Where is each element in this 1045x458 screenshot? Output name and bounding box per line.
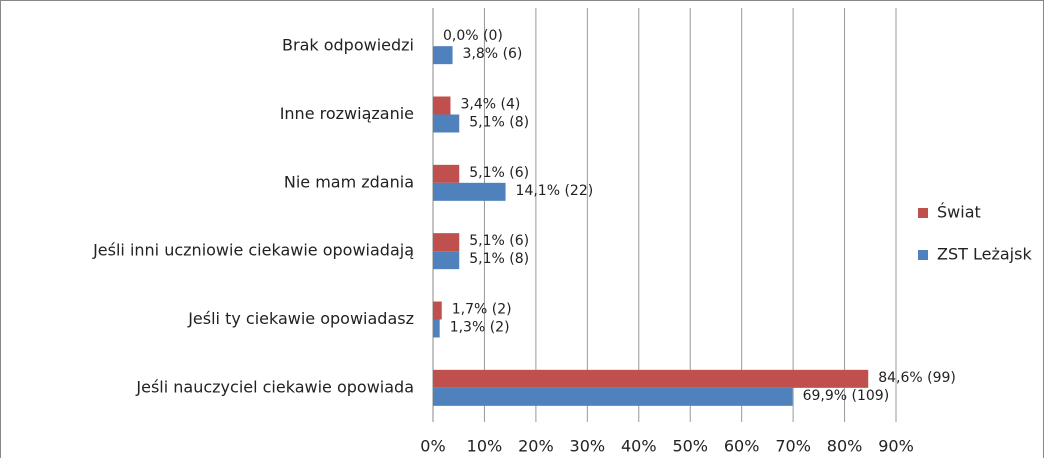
data-label: 0,0% (0) xyxy=(443,28,503,44)
bar xyxy=(433,319,440,338)
bar xyxy=(433,182,506,201)
data-label: 69,9% (109) xyxy=(803,388,890,404)
y-tick-label: Inne rozwiązanie xyxy=(280,104,414,123)
data-label: 5,1% (8) xyxy=(469,115,529,131)
y-tick-label: Brak odpowiedzi xyxy=(282,36,414,55)
x-tick-label: 70% xyxy=(775,437,811,456)
data-label: 5,1% (8) xyxy=(469,251,529,267)
x-tick-label: 30% xyxy=(570,437,606,456)
x-tick-label: 80% xyxy=(827,437,863,456)
bar xyxy=(433,251,460,270)
bar xyxy=(433,164,460,183)
bar xyxy=(433,301,442,320)
legend-label: ZST Leżajsk xyxy=(937,245,1032,264)
bar xyxy=(433,114,460,133)
bar xyxy=(433,233,460,252)
bar xyxy=(433,96,451,115)
data-label: 14,1% (22) xyxy=(516,183,594,199)
y-tick-label: Jeśli ty ciekawie opowiadasz xyxy=(187,309,414,328)
legend-label: Świat xyxy=(937,203,981,222)
y-tick-label: Jeśli inni uczniowie ciekawie opowiadają xyxy=(92,241,414,260)
bar xyxy=(433,369,869,388)
bar xyxy=(433,387,793,406)
x-tick-label: 50% xyxy=(672,437,708,456)
legend-swatch xyxy=(918,208,928,218)
x-tick-label: 60% xyxy=(724,437,760,456)
data-label: 3,8% (6) xyxy=(463,46,523,62)
data-label: 5,1% (6) xyxy=(469,165,529,181)
x-tick-label: 10% xyxy=(467,437,503,456)
bar xyxy=(433,46,453,65)
legend-swatch xyxy=(918,250,928,260)
x-tick-label: 90% xyxy=(878,437,914,456)
x-tick-label: 0% xyxy=(420,437,445,456)
data-label: 1,7% (2) xyxy=(452,302,512,318)
data-label: 1,3% (2) xyxy=(450,320,510,336)
x-tick-label: 40% xyxy=(621,437,657,456)
data-label: 5,1% (6) xyxy=(469,233,529,249)
x-tick-label: 20% xyxy=(518,437,554,456)
data-label: 3,4% (4) xyxy=(460,97,520,113)
y-tick-label: Nie mam zdania xyxy=(284,172,414,191)
data-label: 84,6% (99) xyxy=(878,370,956,386)
y-tick-label: Jeśli nauczyciel ciekawie opowiada xyxy=(135,377,414,396)
